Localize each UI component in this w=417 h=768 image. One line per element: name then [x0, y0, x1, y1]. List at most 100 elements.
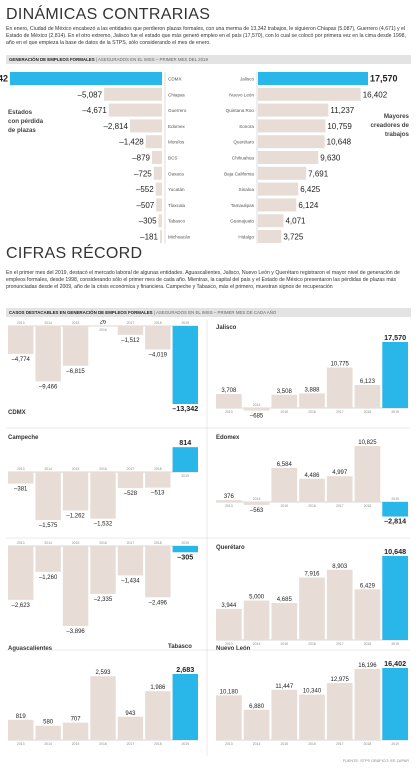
value-label: 10,825 [358, 440, 377, 446]
gain-bar [258, 151, 319, 164]
year-label: 2019 [391, 642, 399, 646]
value-label: –513 [151, 491, 165, 497]
year-label: 2017 [127, 321, 135, 325]
panel-title: Querétaro [216, 545, 245, 551]
state-panel: 3,944 2013 5,000 2014 4,685 2015 7,916 2016 8,90… [216, 545, 408, 646]
year-label: 2014 [253, 642, 261, 646]
year-label: 2017 [127, 467, 135, 471]
value-label: 819 [16, 714, 27, 720]
year-bar [90, 676, 116, 740]
loss-state-label: Yucatán [168, 187, 185, 192]
gain-value: 9,630 [320, 154, 341, 163]
panel-title: CDMX [8, 410, 26, 416]
year-label: 2013 [225, 504, 233, 508]
year-label: 2013 [225, 742, 233, 746]
year-label: 2019 [182, 742, 190, 746]
year-label: 2016 [308, 504, 316, 508]
year-label: 2013 [17, 321, 25, 325]
loss-state-label: BCS [168, 156, 177, 161]
year-bar [326, 367, 353, 408]
year-bar [62, 722, 89, 740]
gain-value: 3,725 [283, 233, 304, 242]
year-bar [62, 546, 89, 626]
value-label: 3,508 [277, 389, 293, 395]
gain-bar [258, 230, 282, 243]
year-label: 2015 [281, 504, 289, 508]
gain-value: 6,425 [300, 185, 321, 194]
loss-value: –1,428 [119, 138, 144, 147]
loss-value: –5,087 [78, 90, 103, 99]
state-panels: –4,774 2013 –9,466 2014 –6,815 2015 26 2016 –1,5… [6, 320, 410, 756]
value-label: 943 [125, 711, 136, 717]
year-bar [8, 719, 34, 740]
year-label: 2016 [308, 642, 316, 646]
year-label: 2016 [99, 742, 107, 746]
year-label: 2014 [44, 321, 52, 325]
value-label: 10,180 [220, 689, 239, 695]
year-label: 2019 [391, 497, 399, 501]
value-label: –2,335 [94, 597, 113, 603]
value-label: –4,019 [149, 352, 168, 358]
year-label: 2013 [17, 467, 25, 471]
year-bar [299, 393, 325, 408]
value-label: 12,975 [331, 677, 350, 683]
year-label: 2019 [182, 321, 190, 325]
year-bar [216, 500, 242, 502]
band-sub: | ASEGURADOS EN EL IMSS – PRIMER MES DEL… [95, 57, 208, 62]
loss-bar [10, 72, 162, 85]
year-bar [35, 725, 61, 740]
loss-bar [153, 166, 162, 180]
loss-state-label: Tlaxcala [168, 203, 186, 208]
year-label: 2019 [182, 474, 190, 478]
year-label: 2018 [154, 541, 162, 545]
year-label: 2015 [281, 410, 289, 414]
loss-value: –725 [134, 169, 152, 178]
year-bar [62, 472, 89, 511]
value-label: 17,570 [384, 333, 406, 342]
loss-bar [145, 135, 162, 149]
gain-bar [258, 135, 325, 149]
section-lede-dinamicas: En enero, Ciudad de México encabezó a la… [6, 26, 406, 46]
panel-title: Campeche [8, 435, 39, 441]
panel-title: Aguascalientes [8, 646, 53, 652]
year-bar [382, 502, 408, 517]
gain-bar [258, 87, 361, 101]
value-label: 8,903 [332, 564, 348, 570]
value-label: 580 [43, 720, 54, 726]
year-bar [8, 326, 34, 354]
gain-state-label: Baja California [224, 171, 254, 176]
state-panel: 10,180 2013 6,880 2014 11,447 2015 10,340 2016 1… [216, 646, 408, 746]
value-label: 6,429 [360, 583, 376, 589]
year-label: 2014 [44, 742, 52, 746]
loss-value: –879 [132, 154, 150, 163]
gain-value: 10,759 [327, 122, 352, 131]
loss-bar [108, 103, 162, 117]
year-label: 2018 [364, 504, 372, 508]
value-label: 10,340 [303, 689, 322, 695]
year-label: 2018 [364, 410, 372, 414]
value-label: 6,584 [277, 462, 293, 468]
value-label: 6,880 [249, 704, 265, 710]
value-label: –1,512 [121, 338, 140, 344]
value-label: 7,916 [304, 572, 320, 578]
gain-state-label: Nuevo León [229, 92, 254, 97]
value-label: 4,486 [304, 473, 320, 479]
year-bar [216, 695, 242, 740]
year-bar [243, 709, 270, 740]
loss-state-label: Oaxaca [168, 171, 184, 176]
year-label: 2016 [99, 541, 107, 545]
year-bar [216, 608, 242, 640]
loss-state-label: Morelos [168, 140, 185, 145]
year-label: 2017 [336, 504, 344, 508]
year-bar [326, 683, 353, 740]
year-bar [326, 476, 353, 502]
state-panel: –4,774 2013 –9,466 2014 –6,815 2015 26 2016 –1,5… [8, 320, 198, 416]
gain-state-label: Tamaulipas [231, 203, 255, 208]
year-bar [117, 472, 144, 489]
section-title-cifras: CIFRAS RÉCORD [6, 245, 143, 262]
loss-state-label: Michoacán [168, 235, 191, 240]
year-bar [271, 603, 298, 640]
gain-bar [258, 119, 326, 133]
year-bar [117, 546, 144, 576]
source-note: FUENTE: STPS GRÁFICO: EE ZAPAR [342, 759, 409, 763]
